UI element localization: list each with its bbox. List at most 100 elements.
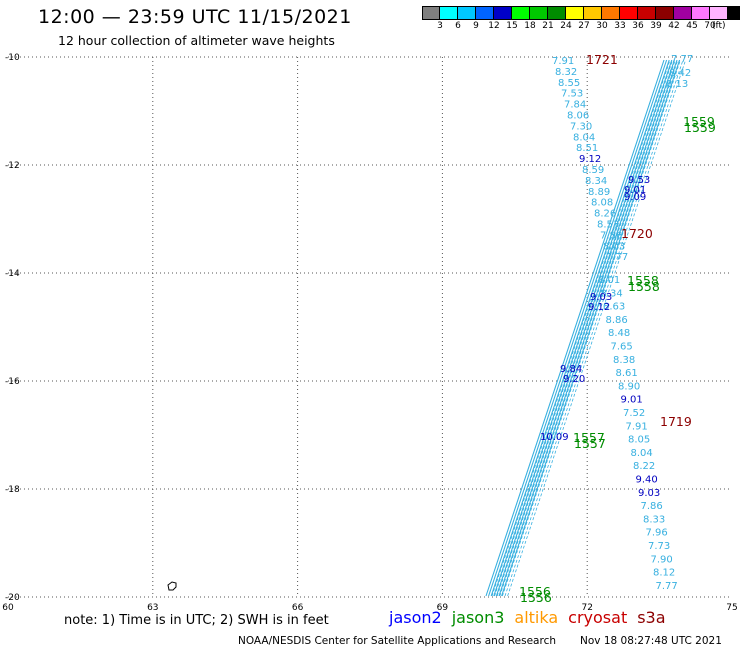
- pass-time-label: 1559: [684, 120, 716, 135]
- legend-tick: 70: [704, 21, 716, 31]
- lon-tick-label: 60: [2, 603, 14, 613]
- swh-value-left: 8.89: [588, 187, 610, 198]
- legend-swatch: [602, 6, 620, 20]
- swh-value-right: 8.22: [633, 461, 655, 472]
- satellite-name-s3a: s3a: [637, 608, 666, 627]
- legend-swatch: [566, 6, 584, 20]
- swh-value-left: 8.51: [576, 143, 598, 154]
- swh-value-right: 8.61: [616, 368, 638, 379]
- legend-tick: 3: [437, 21, 443, 31]
- legend-tick: 12: [488, 21, 500, 31]
- jason3-track-line: [495, 59, 675, 597]
- pass-time-label: 1558: [627, 273, 659, 288]
- satellite-name-jason2: jason2: [389, 608, 442, 627]
- legend-swatch: [638, 6, 656, 20]
- swh-value-left: 8.55: [558, 78, 580, 89]
- swh-value-left: 7.30: [570, 121, 592, 132]
- pass-time-label: 1721: [586, 52, 618, 67]
- swh-value-left: 7.86: [600, 230, 622, 241]
- legend-swatch: [476, 6, 494, 20]
- swh-value-left: 8.34: [585, 176, 607, 187]
- legend-swatch: [656, 6, 674, 20]
- swh-value-right: 8.34: [601, 288, 623, 299]
- jason3-track-line: [491, 59, 671, 597]
- lat-tick-label: -12: [5, 161, 20, 171]
- legend-tick: 30: [596, 21, 608, 31]
- swh-value-upper: 8.13: [666, 79, 688, 90]
- swh-value-right: 7.73: [648, 541, 670, 552]
- swh-value-left: 7.91: [552, 56, 574, 67]
- page-subtitle: 12 hour collection of altimeter wave hei…: [58, 33, 335, 48]
- legend-tick: 39: [650, 21, 662, 31]
- swh-value-right: 9.01: [621, 395, 643, 406]
- swh-value-dark: 9.01: [624, 185, 646, 196]
- jason3-track-line: [496, 59, 676, 597]
- jason3-track-line: [499, 59, 679, 597]
- lat-tick-label: -20: [5, 593, 20, 603]
- pass-time-label: 1556: [519, 584, 551, 599]
- swh-value-right: 8.04: [631, 448, 653, 459]
- pass-time-label: 1556: [520, 590, 552, 605]
- legend-tick: 33: [614, 21, 626, 31]
- satellite-name-altika: altika: [514, 608, 559, 627]
- legend-swatch: [692, 6, 710, 20]
- swh-value-right: 8.38: [613, 355, 635, 366]
- pass-time-label: 1559: [683, 114, 715, 129]
- jason3-track-line: [501, 59, 681, 597]
- jason3-track-line: [485, 59, 665, 597]
- jason3-track-line: [502, 59, 681, 597]
- swh-value-right: 9.40: [636, 475, 658, 486]
- legend-tick-labels: 3 6 9 12 15 18 21 24 27 30 33 36 39 42 45 70: [422, 21, 740, 35]
- swh-value-left: 8.53: [597, 220, 619, 231]
- swh-value-right: 7.90: [651, 554, 673, 565]
- pass-time-label: 1557: [573, 430, 605, 445]
- swh-value-left: 7.84: [564, 100, 586, 111]
- legend-tick: 24: [560, 21, 572, 31]
- swh-value-dark: 10.09: [540, 432, 569, 443]
- legend-swatch: [728, 6, 740, 20]
- jason3-track-line: [490, 59, 670, 597]
- swh-value-dark: 9.84: [560, 364, 582, 375]
- legend-swatch: [620, 6, 638, 20]
- lat-tick-label: -14: [5, 269, 20, 279]
- jason3-track-line: [488, 59, 668, 597]
- swh-value-left: 8.08: [591, 198, 613, 209]
- legend-unit: (ft): [712, 21, 726, 31]
- swh-value-dark: 9.53: [628, 175, 650, 186]
- swh-value-dark: 9.09: [624, 192, 646, 203]
- legend-tick: 15: [506, 21, 518, 31]
- legend-swatch: [548, 6, 566, 20]
- swh-value-upper: 7.77: [671, 54, 693, 65]
- legend-swatch: [494, 6, 512, 20]
- swh-value-left: 7.53: [561, 89, 583, 100]
- lon-tick-label: 75: [726, 603, 737, 613]
- swh-value-right: 7.91: [626, 421, 648, 432]
- lat-tick-label: -10: [5, 53, 20, 63]
- swh-value-right: 7.86: [641, 501, 663, 512]
- swh-value-left: 8.04: [573, 132, 595, 143]
- swh-value-right: 7.77: [656, 581, 678, 592]
- jason3-track-line: [504, 59, 684, 597]
- satellite-key: jason2 jason3 altika cryosat s3a: [389, 608, 676, 627]
- satellite-name-jason3: jason3: [451, 608, 505, 627]
- pass-time-label: 1558: [628, 279, 660, 294]
- lon-tick-label: 63: [147, 603, 158, 613]
- swh-value-right: 8.01: [598, 275, 620, 286]
- legend-tick: 18: [524, 21, 536, 31]
- swh-value-left: 9.12: [579, 154, 601, 165]
- legend-tick: 36: [632, 21, 644, 31]
- legend-tick: 42: [668, 21, 680, 31]
- legend-tick: 27: [578, 21, 590, 31]
- swh-value-right: 9.03: [638, 488, 660, 499]
- generated-timestamp: Nov 18 08:27:48 UTC 2021: [580, 635, 722, 647]
- swh-value-right: 7.96: [646, 528, 668, 539]
- swh-value-dark: 9.03: [590, 292, 612, 303]
- footer-note: note: 1) Time is in UTC; 2) SWH is in fe…: [64, 613, 329, 628]
- swh-value-left: 8.03: [603, 241, 625, 252]
- legend-swatch: [710, 6, 728, 20]
- pass-time-label: 1719: [660, 414, 692, 429]
- swh-value-left: 7.77: [606, 252, 628, 263]
- jason3-track-line: [494, 59, 673, 597]
- legend-swatch: [440, 6, 458, 20]
